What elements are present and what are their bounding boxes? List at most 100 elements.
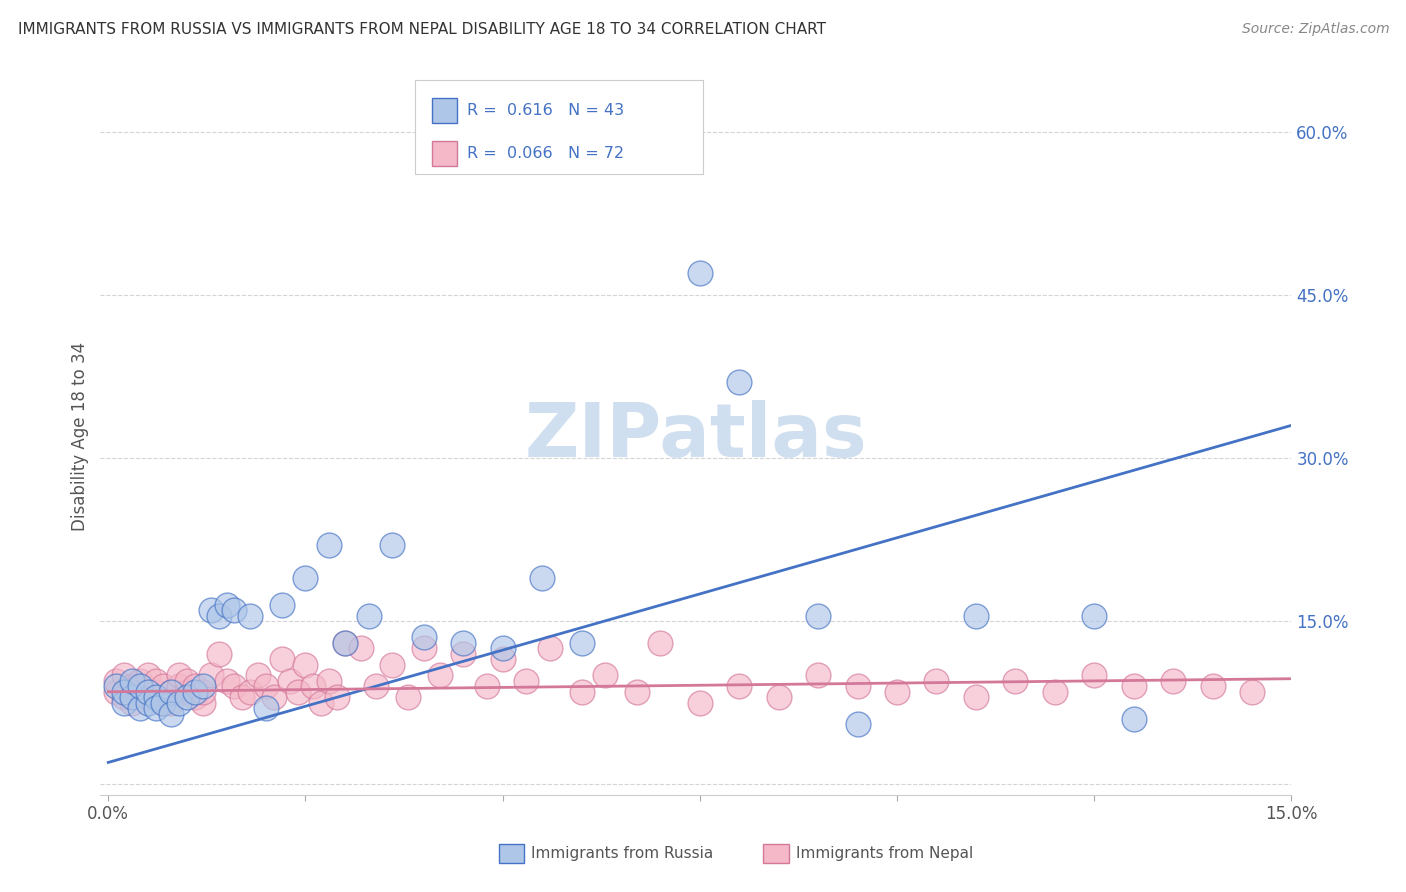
Point [152,679,174,693]
Point [191,685,214,699]
Point [167,668,190,682]
Point [136,696,159,710]
Point [160,685,183,699]
Point [689,696,711,710]
Point [1043,685,1066,699]
Point [176,673,198,688]
Point [626,685,648,699]
Point [200,668,222,682]
Point [886,685,908,699]
Point [846,717,869,731]
Point [846,679,869,693]
Point [318,538,340,552]
Point [128,673,150,688]
Point [538,641,561,656]
Point [270,652,292,666]
Point [412,641,434,656]
Point [1083,668,1105,682]
Point [176,685,198,699]
Point [128,679,150,693]
Point [1161,673,1184,688]
Point [112,685,135,699]
Point [1004,673,1026,688]
Point [254,701,277,715]
Point [224,603,246,617]
Point [294,571,316,585]
Point [381,538,404,552]
Point [326,690,349,705]
Point [191,679,214,693]
Point [121,673,143,688]
Point [239,608,262,623]
Point [451,636,474,650]
Point [191,696,214,710]
Point [451,647,474,661]
Point [1240,685,1263,699]
Point [231,690,253,705]
Point [571,636,593,650]
Point [215,673,238,688]
Point [287,685,309,699]
Point [167,696,190,710]
Point [160,706,183,721]
Text: R =  0.616   N = 43: R = 0.616 N = 43 [467,103,624,118]
Point [121,679,143,693]
Point [531,571,554,585]
Point [650,103,672,117]
Point [105,673,128,688]
Point [145,690,167,705]
Point [184,679,207,693]
Point [366,679,388,693]
Point [128,701,150,715]
Point [396,690,419,705]
Point [136,668,159,682]
Point [412,631,434,645]
Point [105,685,128,699]
Point [121,690,143,705]
Point [965,690,987,705]
Point [160,685,183,699]
Text: R =  0.066   N = 72: R = 0.066 N = 72 [467,146,624,161]
Text: IMMIGRANTS FROM RUSSIA VS IMMIGRANTS FROM NEPAL DISABILITY AGE 18 TO 34 CORRELAT: IMMIGRANTS FROM RUSSIA VS IMMIGRANTS FRO… [18,22,827,37]
Point [152,696,174,710]
Point [167,679,190,693]
Point [112,668,135,682]
Point [208,608,231,623]
Point [429,668,451,682]
Point [925,673,948,688]
Point [263,690,285,705]
Point [184,690,207,705]
Point [807,668,830,682]
Point [571,685,593,699]
Text: ZIPatlas: ZIPatlas [524,400,868,473]
Point [965,608,987,623]
Point [728,375,751,389]
Point [215,598,238,612]
Point [112,690,135,705]
Point [1201,679,1223,693]
Point [492,641,515,656]
Point [145,673,167,688]
Point [1083,608,1105,623]
Point [1122,679,1144,693]
Point [145,685,167,699]
Point [333,636,356,650]
Text: Immigrants from Russia: Immigrants from Russia [531,847,714,861]
Point [381,657,404,672]
Point [278,673,301,688]
Point [145,701,167,715]
Point [318,673,340,688]
Point [184,685,207,699]
Point [333,636,356,650]
Point [105,679,128,693]
Y-axis label: Disability Age 18 to 34: Disability Age 18 to 34 [72,342,89,531]
Point [475,679,498,693]
Point [208,647,231,661]
Point [270,598,292,612]
Point [768,690,790,705]
Text: Immigrants from Nepal: Immigrants from Nepal [796,847,973,861]
Point [357,608,380,623]
Point [136,690,159,705]
Point [492,652,515,666]
Point [350,641,373,656]
